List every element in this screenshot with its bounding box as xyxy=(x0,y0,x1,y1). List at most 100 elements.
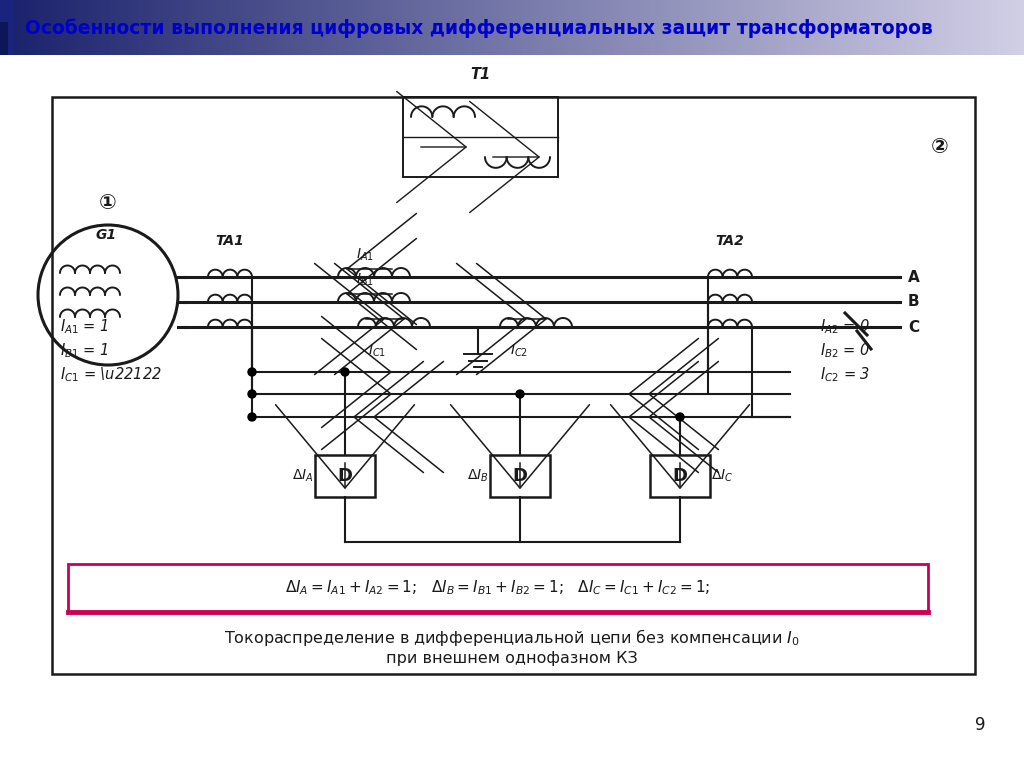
Bar xyxy=(399,0,402,55)
Text: ①: ① xyxy=(99,193,117,213)
Text: $\Delta I_A = I_{A1} + I_{A2} = 1$;   $\Delta I_B = I_{B1} + I_{B2} = 1$;   $\De: $\Delta I_A = I_{A1} + I_{A2} = 1$; $\De… xyxy=(286,578,711,597)
Bar xyxy=(469,0,471,55)
Bar xyxy=(971,0,973,55)
Bar xyxy=(63,0,67,55)
Text: $I_{B1}$: $I_{B1}$ xyxy=(356,272,374,288)
Bar xyxy=(896,0,899,55)
Bar xyxy=(981,0,983,55)
Bar xyxy=(67,0,70,55)
Bar xyxy=(517,0,520,55)
Text: 9: 9 xyxy=(975,716,985,734)
Bar xyxy=(131,0,133,55)
Bar xyxy=(558,0,561,55)
Bar xyxy=(852,0,855,55)
Bar xyxy=(248,0,251,55)
Bar xyxy=(995,0,998,55)
Bar xyxy=(415,0,418,55)
Bar xyxy=(978,0,981,55)
Bar xyxy=(998,0,1001,55)
Bar xyxy=(59,0,61,55)
Bar xyxy=(381,0,384,55)
Bar xyxy=(748,0,751,55)
Bar xyxy=(831,0,835,55)
Bar xyxy=(172,0,174,55)
Bar xyxy=(535,0,538,55)
Bar xyxy=(353,0,356,55)
Bar xyxy=(655,0,658,55)
Bar xyxy=(922,0,925,55)
Bar xyxy=(778,0,781,55)
Bar xyxy=(881,0,884,55)
Bar xyxy=(745,0,748,55)
Bar xyxy=(340,0,343,55)
Bar xyxy=(968,0,971,55)
Bar xyxy=(538,0,541,55)
Bar xyxy=(369,0,372,55)
Bar xyxy=(111,0,113,55)
Bar xyxy=(575,0,579,55)
Text: при внешнем однофазном КЗ: при внешнем однофазном КЗ xyxy=(386,651,638,667)
Bar xyxy=(338,0,341,55)
Bar xyxy=(435,0,438,55)
Bar xyxy=(696,0,699,55)
Bar xyxy=(876,0,879,55)
Bar xyxy=(82,0,85,55)
Bar xyxy=(862,0,865,55)
Bar xyxy=(0,22,8,55)
Bar xyxy=(489,0,492,55)
Bar xyxy=(797,0,799,55)
Bar xyxy=(633,0,635,55)
Bar xyxy=(135,0,138,55)
Text: $I_{A2}$ = 0: $I_{A2}$ = 0 xyxy=(820,318,870,337)
Bar xyxy=(750,0,753,55)
Bar xyxy=(616,0,620,55)
Bar xyxy=(456,0,459,55)
Bar xyxy=(490,455,550,497)
Bar xyxy=(297,0,300,55)
Bar xyxy=(287,0,290,55)
Bar xyxy=(691,0,694,55)
Bar xyxy=(527,0,530,55)
Bar xyxy=(358,0,361,55)
Circle shape xyxy=(248,368,256,376)
Bar xyxy=(346,0,348,55)
Text: Особенности выполнения цифровых дифференциальных защит трансформаторов: Особенности выполнения цифровых дифферен… xyxy=(25,18,933,38)
Bar xyxy=(548,0,551,55)
Text: $I_{C1}$ = \u22122: $I_{C1}$ = \u22122 xyxy=(60,366,162,384)
Bar xyxy=(737,0,740,55)
Bar xyxy=(791,0,794,55)
Text: T1: T1 xyxy=(470,67,490,82)
Bar xyxy=(189,0,193,55)
Bar xyxy=(15,0,18,55)
Bar xyxy=(123,0,126,55)
Bar xyxy=(360,0,364,55)
Bar xyxy=(432,0,435,55)
Bar xyxy=(486,0,489,55)
Text: $I_{A1}$ = 1: $I_{A1}$ = 1 xyxy=(60,318,109,337)
Bar xyxy=(963,0,966,55)
Bar xyxy=(524,0,527,55)
Bar xyxy=(934,0,937,55)
Bar xyxy=(412,0,415,55)
Bar xyxy=(215,0,218,55)
Bar xyxy=(10,0,13,55)
Bar xyxy=(197,0,200,55)
Bar xyxy=(625,0,628,55)
Bar xyxy=(449,0,451,55)
Bar xyxy=(176,0,179,55)
Bar xyxy=(770,0,773,55)
Bar xyxy=(860,0,863,55)
Bar xyxy=(156,0,159,55)
Bar xyxy=(241,0,244,55)
Bar xyxy=(811,0,814,55)
Bar xyxy=(932,0,935,55)
Bar xyxy=(725,0,727,55)
Bar xyxy=(952,0,955,55)
Bar xyxy=(586,0,589,55)
Bar xyxy=(466,0,469,55)
Bar xyxy=(61,0,65,55)
Bar xyxy=(727,0,730,55)
Bar xyxy=(266,0,269,55)
Text: $I_{C2}$ = 3: $I_{C2}$ = 3 xyxy=(820,366,870,384)
Bar xyxy=(20,0,24,55)
